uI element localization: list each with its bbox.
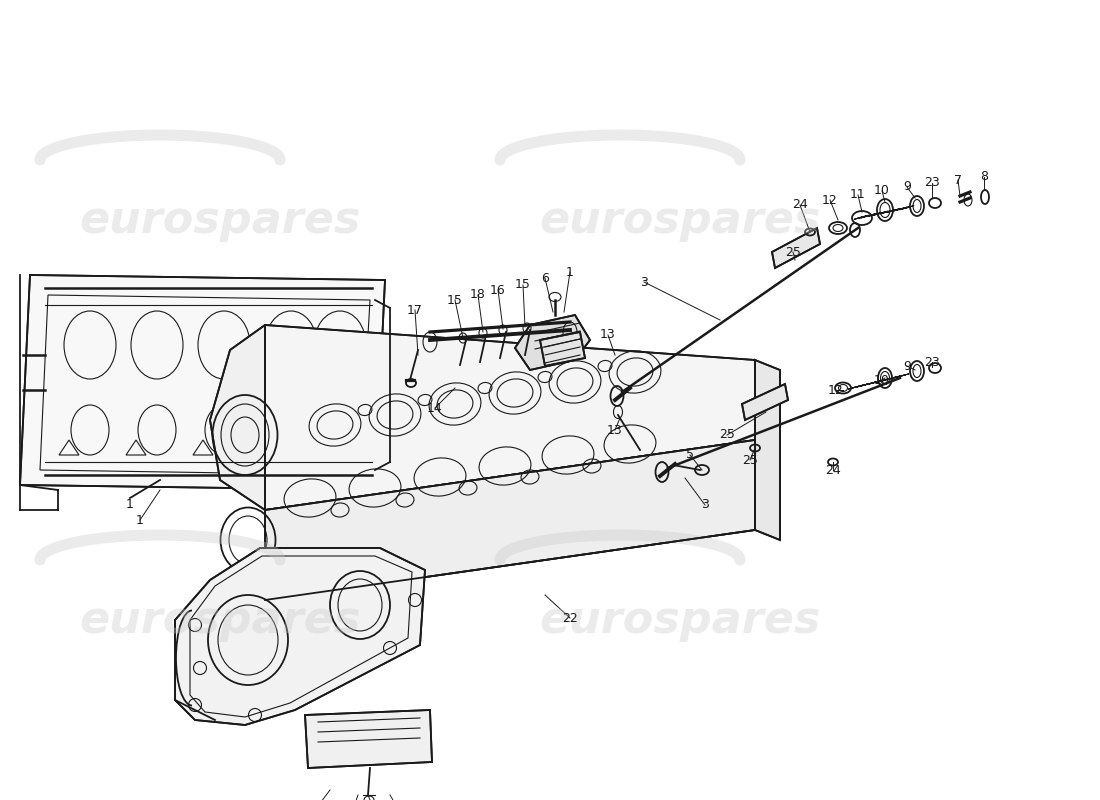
Polygon shape bbox=[305, 710, 432, 768]
Text: 10: 10 bbox=[874, 185, 890, 198]
Text: 25: 25 bbox=[785, 246, 801, 258]
Text: 25: 25 bbox=[742, 454, 758, 466]
Text: 7: 7 bbox=[954, 174, 962, 186]
Text: 22: 22 bbox=[562, 611, 578, 625]
Polygon shape bbox=[772, 228, 820, 268]
Polygon shape bbox=[175, 548, 425, 725]
Polygon shape bbox=[515, 315, 590, 370]
Polygon shape bbox=[742, 384, 788, 420]
Text: 17: 17 bbox=[407, 303, 422, 317]
Text: eurospares: eurospares bbox=[79, 198, 361, 242]
Text: 13: 13 bbox=[601, 329, 616, 342]
Text: 13: 13 bbox=[607, 423, 623, 437]
Polygon shape bbox=[210, 325, 265, 510]
Text: 10: 10 bbox=[874, 374, 890, 386]
Text: 1: 1 bbox=[136, 514, 144, 526]
Polygon shape bbox=[265, 440, 755, 600]
Polygon shape bbox=[755, 360, 780, 540]
Text: 9: 9 bbox=[903, 181, 911, 194]
Polygon shape bbox=[265, 325, 755, 510]
Text: 11: 11 bbox=[850, 189, 866, 202]
Text: 18: 18 bbox=[470, 289, 486, 302]
Text: eurospares: eurospares bbox=[539, 598, 821, 642]
Text: 24: 24 bbox=[825, 463, 840, 477]
Text: 9: 9 bbox=[903, 359, 911, 373]
Text: 6: 6 bbox=[541, 271, 549, 285]
Polygon shape bbox=[540, 332, 585, 366]
Text: 1: 1 bbox=[566, 266, 574, 278]
Text: 25: 25 bbox=[719, 429, 735, 442]
Text: 1: 1 bbox=[126, 498, 134, 511]
Polygon shape bbox=[20, 275, 385, 490]
Text: 12: 12 bbox=[828, 383, 844, 397]
Text: 3: 3 bbox=[701, 498, 708, 511]
Text: 14: 14 bbox=[427, 402, 443, 414]
Text: 23: 23 bbox=[924, 177, 939, 190]
Text: 5: 5 bbox=[686, 449, 694, 462]
Text: eurospares: eurospares bbox=[79, 598, 361, 642]
Text: 12: 12 bbox=[822, 194, 838, 206]
Text: eurospares: eurospares bbox=[539, 198, 821, 242]
Text: 23: 23 bbox=[924, 355, 939, 369]
Text: 3: 3 bbox=[640, 275, 648, 289]
Text: 15: 15 bbox=[447, 294, 463, 306]
Text: 8: 8 bbox=[980, 170, 988, 183]
Text: 24: 24 bbox=[792, 198, 807, 211]
Text: 15: 15 bbox=[515, 278, 531, 291]
Text: 16: 16 bbox=[491, 283, 506, 297]
